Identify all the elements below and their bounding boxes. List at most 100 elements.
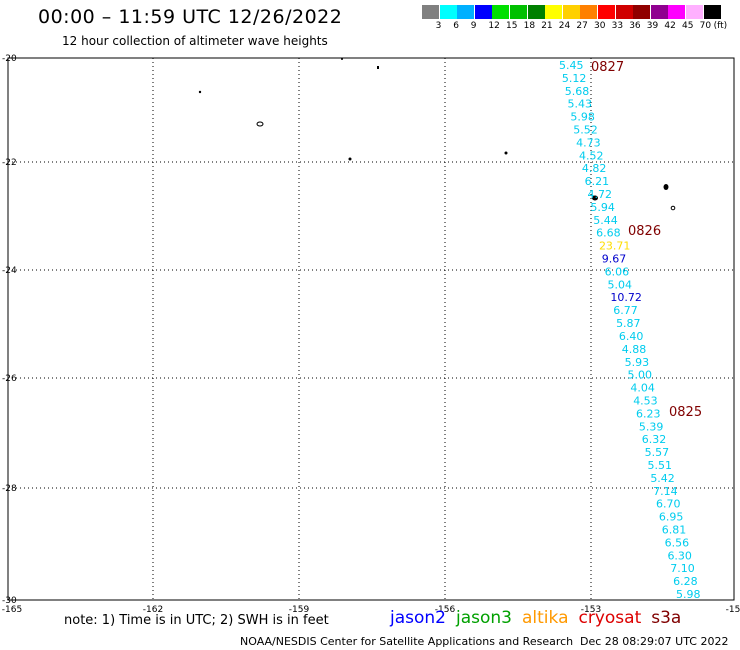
map-frame [7, 57, 735, 601]
swh-reading: 4.72 [588, 188, 613, 201]
island [670, 205, 676, 211]
swh-reading: 4.73 [576, 136, 601, 149]
legend-swatch [474, 5, 492, 19]
lon-tick-label: -162 [143, 605, 163, 615]
lat-tick-label: -22 [2, 158, 17, 168]
swh-reading: 4.52 [579, 149, 604, 162]
legend-tick: 42 [664, 21, 676, 31]
legend-tick: 15 [506, 21, 518, 31]
legend-tick: 39 [646, 21, 659, 31]
swh-reading: 5.04 [608, 278, 633, 291]
swh-reading: 5.43 [568, 98, 593, 111]
pass-date-label: 0825 [669, 405, 702, 420]
swh-reading: 5.98 [676, 588, 701, 601]
mission-label: altika [522, 608, 569, 628]
island [592, 195, 598, 201]
pass-date-label: 0826 [628, 224, 661, 239]
mission-label: jason3 [456, 608, 512, 628]
legend-swatch [686, 5, 703, 19]
legend-tick: 27 [576, 21, 588, 31]
legend-swatch [439, 5, 457, 19]
swh-reading: 6.06 [605, 265, 630, 278]
lat-tick-label: -28 [2, 484, 17, 494]
footer-note: note: 1) Time is in UTC; 2) SWH is in fe… [64, 613, 329, 628]
generated-timestamp: Dec 28 08:29:07 UTC 2022 [580, 635, 729, 648]
lon-tick-label: -165 [2, 605, 22, 615]
legend-tick: 36 [629, 21, 641, 31]
legend-swatch [562, 5, 580, 19]
island [663, 184, 669, 190]
legend-swatch [492, 5, 510, 19]
swh-reading: 4.88 [622, 343, 647, 356]
island [198, 90, 202, 94]
legend-swatch [650, 5, 668, 19]
legend-tick: 9 [470, 21, 477, 31]
swh-reading: 5.94 [590, 201, 615, 214]
altimeter-track: 5.455.125.685.435.985.524.734.524.826.21… [559, 59, 701, 601]
mission-label: s3a [651, 608, 682, 628]
lat-tick-label: -24 [2, 266, 17, 276]
lon-tick-label: -15 [726, 605, 740, 615]
swh-reading: 6.23 [636, 407, 661, 420]
swh-reading: 4.82 [582, 162, 607, 175]
legend-swatch [422, 5, 439, 19]
swh-reading: 5.57 [645, 446, 670, 459]
lat-tick-label: -30 [2, 596, 17, 606]
legend-tick: 3 [435, 21, 442, 31]
swh-reading: 9.67 [602, 253, 627, 266]
island [504, 151, 508, 155]
swh-reading: 6.77 [613, 304, 638, 317]
map-title: 00:00 – 11:59 UTC 12/26/2022 [38, 6, 343, 28]
swh-reading: 4.04 [630, 382, 655, 395]
swh-reading: 4.53 [633, 394, 658, 407]
swh-reading: 5.42 [650, 472, 675, 485]
swh-reading: 7.10 [670, 562, 695, 575]
credit-line: NOAA/NESDIS Center for Satellite Applica… [240, 635, 574, 648]
legend-tick: 12 [488, 21, 500, 31]
legend-tick: 21 [541, 21, 553, 31]
lat-tick-label: -26 [2, 374, 17, 384]
island [341, 58, 343, 60]
legend-swatch [545, 5, 563, 19]
lat-tick-label: -20 [2, 54, 17, 64]
swh-reading: 6.95 [659, 511, 684, 524]
legend-swatch [580, 5, 598, 19]
island-outlines [198, 58, 676, 211]
swh-reading: 5.52 [573, 124, 598, 137]
lon-tick-label: -156 [435, 605, 456, 615]
swh-reading: 6.81 [662, 523, 687, 536]
legend-tick: 70 [699, 21, 712, 31]
swh-reading: 6.21 [585, 175, 610, 188]
island [256, 121, 264, 127]
legend-swatch [668, 5, 686, 19]
mission-legend: jason2 jason3 altika cryosat s3a [390, 608, 691, 628]
mission-label: jason2 [390, 608, 446, 628]
island [377, 66, 379, 69]
swh-reading: 6.70 [656, 498, 681, 511]
legend-swatch [510, 5, 527, 19]
lon-tick-label: -159 [289, 605, 310, 615]
swh-reading: 7.14 [653, 485, 678, 498]
swh-reading: 6.40 [619, 330, 644, 343]
swh-reading: 6.32 [642, 433, 667, 446]
legend-tick: 24 [558, 21, 571, 31]
map-grid: -165 -162 -159 -156 -153 -15 -20 -22 -24 -26 -28 -3… [2, 54, 740, 615]
legend-swatch [598, 5, 615, 19]
swh-reading: 5.39 [639, 420, 664, 433]
legend-tick: 45 [682, 21, 694, 31]
swh-reading: 6.56 [665, 536, 690, 549]
swh-reading: 5.87 [616, 317, 641, 330]
date-labels: 0827 0826 0825 [591, 60, 702, 420]
legend-swatch [633, 5, 651, 19]
legend-swatch [615, 5, 633, 19]
legend-unit: (ft) [713, 21, 728, 31]
swh-reading: 5.44 [593, 214, 618, 227]
legend-tick: 33 [611, 21, 624, 31]
island [348, 157, 352, 161]
legend-swatch [703, 5, 721, 19]
pass-date-label: 0827 [591, 60, 624, 75]
swh-reading: 5.93 [625, 356, 650, 369]
mission-label: cryosat [578, 608, 642, 628]
swh-reading: 6.68 [596, 227, 621, 240]
